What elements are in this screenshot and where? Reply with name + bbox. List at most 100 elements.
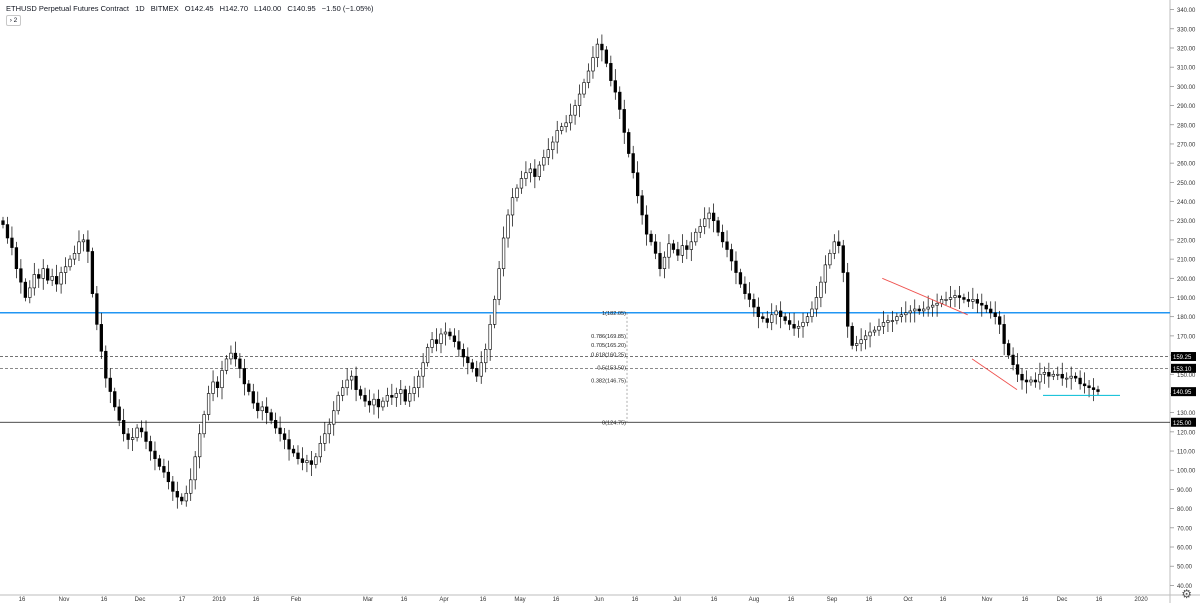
candle-body <box>528 168 533 174</box>
y-tick-label: 110.00 <box>1177 450 1196 456</box>
candle-body <box>720 231 725 243</box>
candle-body <box>560 126 564 131</box>
open-value: O142.45 <box>184 4 214 13</box>
candle-body <box>287 439 291 450</box>
candle-body <box>944 299 948 301</box>
candle-body <box>743 283 747 294</box>
y-tick-label: 260.00 <box>1177 162 1196 168</box>
y-tick-label: 310.00 <box>1177 66 1196 72</box>
candle-body <box>738 272 743 285</box>
y-tick-label: 280.00 <box>1177 123 1196 129</box>
candle-body <box>345 379 349 389</box>
x-tick-label: Jun <box>594 597 604 603</box>
y-tick-label: 200.00 <box>1177 277 1196 283</box>
candle-body <box>144 431 148 442</box>
y-tick-label: 330.00 <box>1177 27 1196 33</box>
candle-body <box>895 316 899 321</box>
candle-body <box>139 427 144 433</box>
candle-body <box>327 423 331 435</box>
y-tick-label: 90.00 <box>1177 488 1193 494</box>
candle-body <box>971 299 975 302</box>
x-tick-label: 16 <box>401 597 408 603</box>
candle-body <box>130 437 135 440</box>
price-badge-label: 153.10 <box>1173 367 1192 373</box>
candle-body <box>841 245 845 273</box>
candle-body <box>282 433 287 440</box>
red-trendline[interactable] <box>882 277 968 316</box>
candle-body <box>59 272 63 285</box>
candle-body <box>421 362 425 377</box>
y-tick-label: 240.00 <box>1177 200 1196 206</box>
candle-body <box>908 310 912 314</box>
candle-body <box>591 57 595 72</box>
x-tick-label: Dec <box>135 597 146 603</box>
x-tick-label: Feb <box>291 597 302 603</box>
candle-body <box>582 82 586 95</box>
y-tick-label: 250.00 <box>1177 181 1196 187</box>
candle-body <box>412 387 416 394</box>
y-tick-label: 50.00 <box>1177 565 1193 571</box>
candle-body <box>372 398 376 406</box>
candle-body <box>37 274 41 279</box>
gear-icon[interactable]: ⚙ <box>1181 587 1192 601</box>
x-tick-label: Mar <box>363 597 373 603</box>
candle-body <box>1091 387 1096 390</box>
candle-body <box>488 324 492 350</box>
candle-body <box>1002 324 1006 344</box>
candle-body <box>122 420 126 435</box>
candle-body <box>989 308 993 314</box>
candle-body <box>542 157 546 166</box>
candle-body <box>930 304 935 308</box>
candle-body <box>323 433 327 444</box>
candle-body <box>765 318 769 323</box>
candle-body <box>273 420 278 429</box>
candle-body <box>238 358 242 369</box>
candle-body <box>479 362 483 377</box>
interval-label[interactable]: 1D <box>135 4 145 13</box>
candle-body <box>291 448 296 454</box>
candle-body <box>1024 379 1029 383</box>
y-tick-label: 80.00 <box>1177 507 1193 513</box>
candle-body <box>779 310 783 317</box>
y-tick-label: 130.00 <box>1177 411 1196 417</box>
candle-body <box>81 239 86 243</box>
price-badge <box>1171 352 1196 362</box>
candle-body <box>14 247 19 270</box>
candle-body <box>716 220 720 233</box>
candle-body <box>658 253 662 270</box>
candle-body <box>890 320 895 322</box>
candle-body <box>814 297 819 310</box>
candle-body <box>680 245 684 256</box>
candle-body <box>32 274 36 289</box>
candle-body <box>1051 373 1055 377</box>
candle-body <box>247 383 251 392</box>
y-tick-label: 150.00 <box>1177 373 1196 379</box>
candle-body <box>837 241 841 246</box>
candle-body <box>877 325 881 331</box>
chart-header: ETHUSD Perpetual Futures Contract 1D BIT… <box>6 4 377 13</box>
candle-body <box>457 341 461 350</box>
candle-body <box>551 141 555 151</box>
red-trendline[interactable] <box>971 358 1018 391</box>
candle-body <box>886 320 890 323</box>
candle-body <box>1038 373 1042 383</box>
x-tick-label: Dec <box>1057 597 1068 603</box>
candle-body <box>189 479 193 494</box>
low-value: L140.00 <box>254 4 282 13</box>
candle-body <box>166 471 171 483</box>
candle-body <box>448 331 452 337</box>
candle-body <box>90 251 95 294</box>
candle-body <box>1082 383 1087 387</box>
collapse-studies-button[interactable]: › 2 <box>6 15 21 26</box>
candle-body <box>1029 379 1033 383</box>
candle-body <box>600 43 604 51</box>
y-tick-label: 320.00 <box>1177 46 1196 52</box>
y-tick-label: 120.00 <box>1177 430 1196 436</box>
fib-level-label: 0(124.75) <box>602 421 626 427</box>
candle-body <box>667 243 671 258</box>
candle-body <box>484 349 488 364</box>
x-tick-label: 16 <box>101 597 108 603</box>
candle-body <box>113 391 117 408</box>
symbol-title[interactable]: ETHUSD Perpetual Futures Contract <box>6 4 129 13</box>
